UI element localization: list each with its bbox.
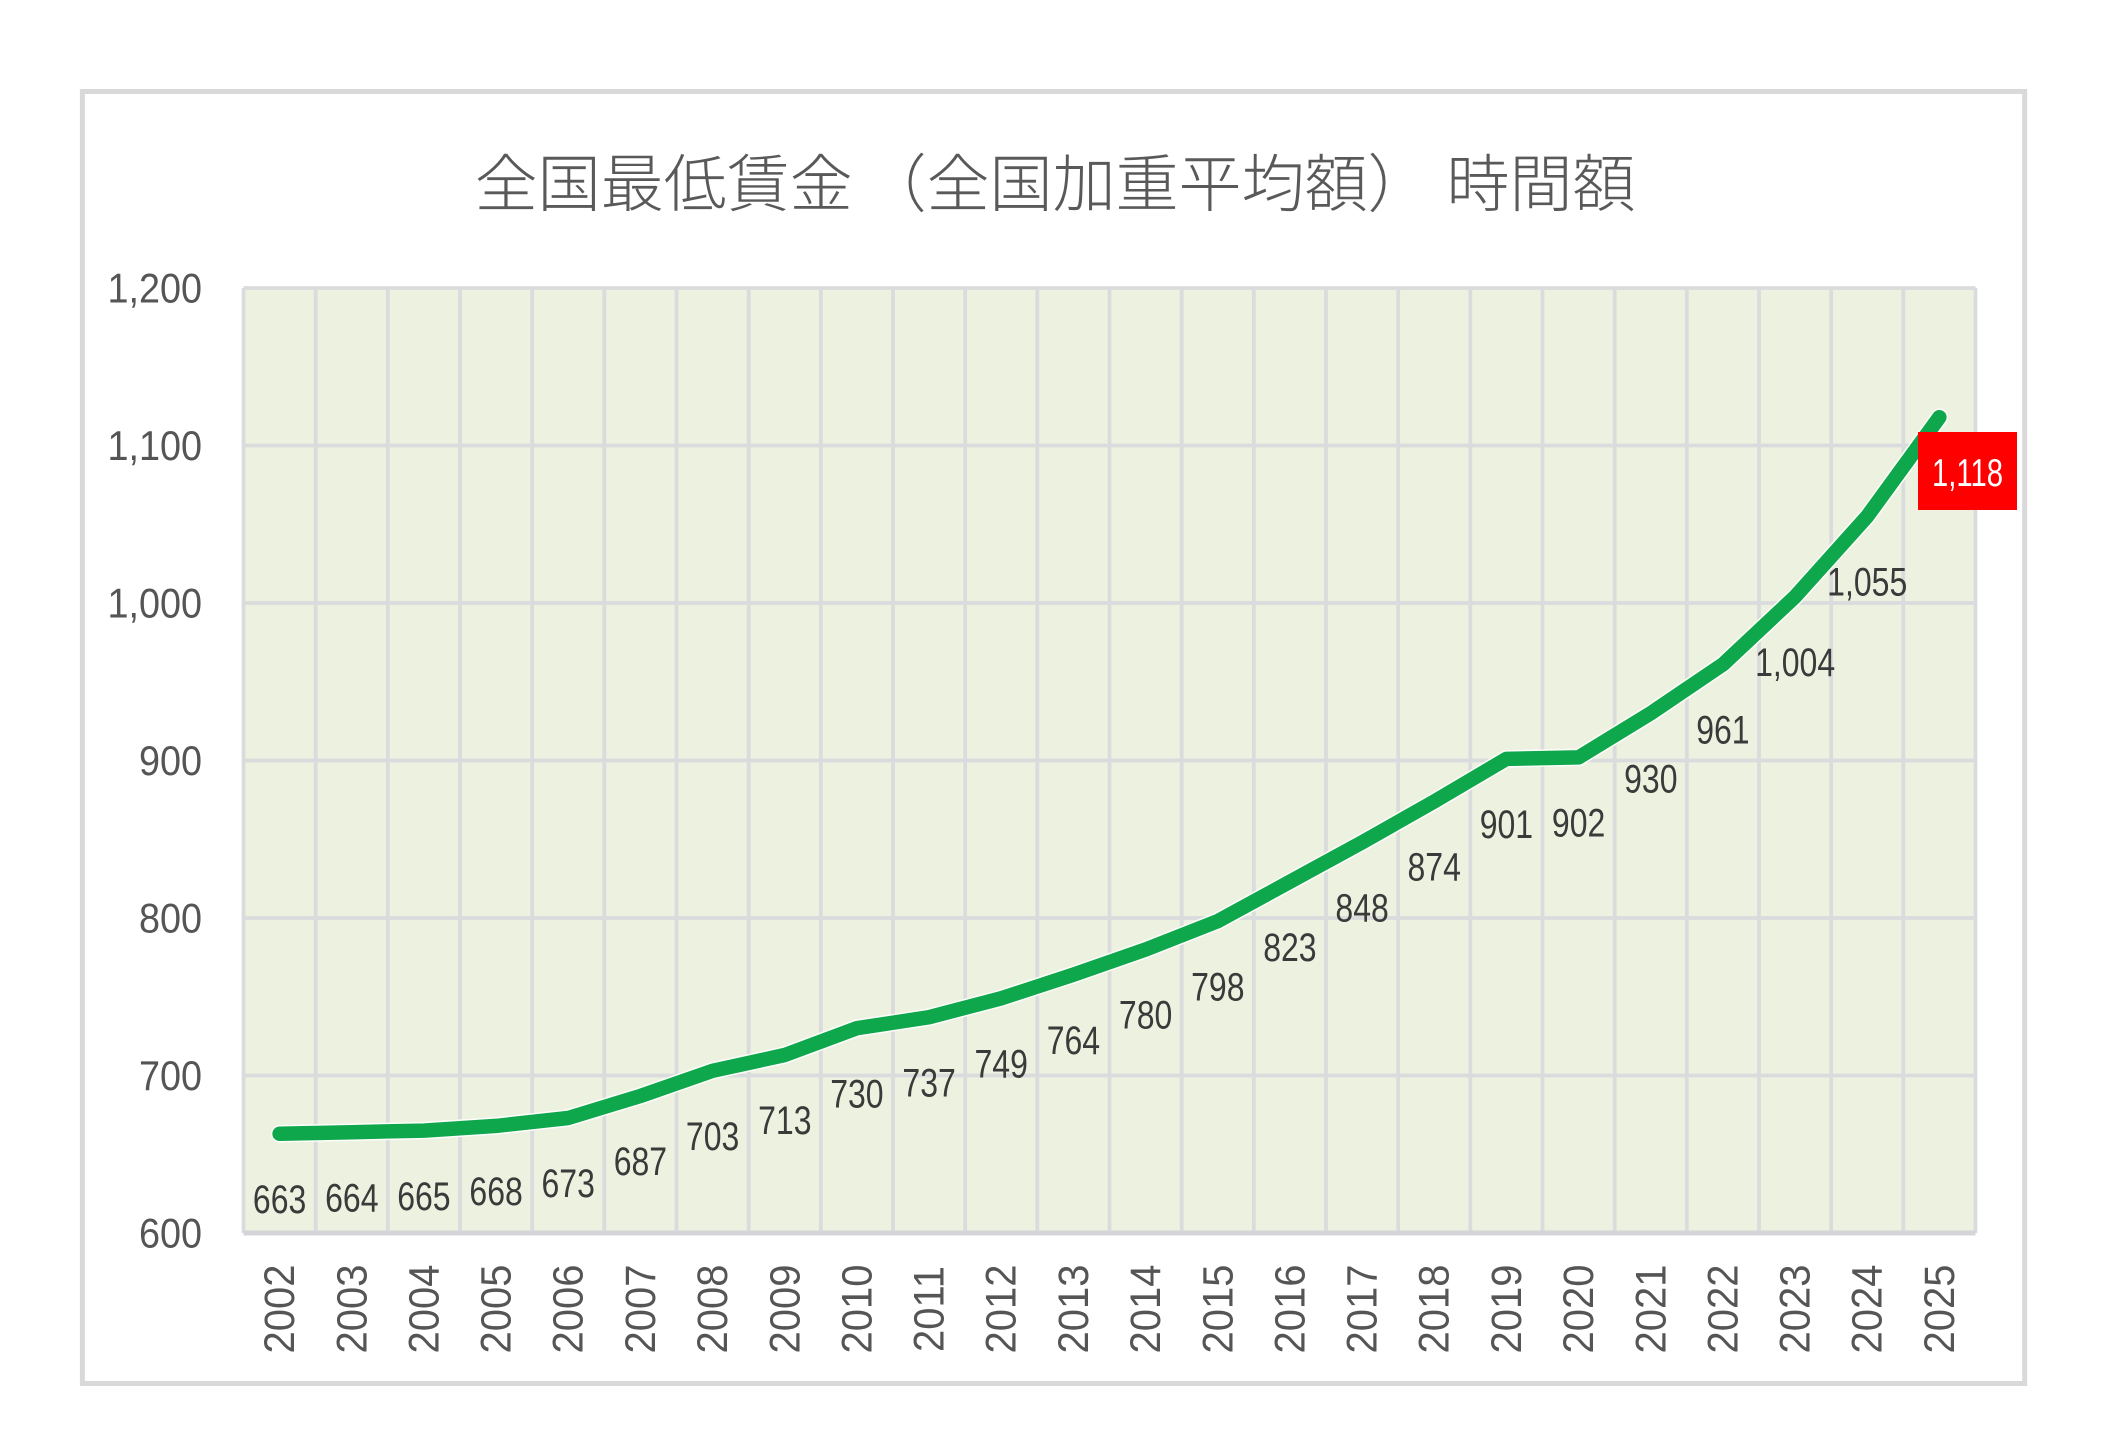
svg-text:2018: 2018 — [1409, 1265, 1458, 1354]
svg-text:2014: 2014 — [1121, 1265, 1170, 1354]
svg-text:2020: 2020 — [1554, 1265, 1603, 1354]
svg-text:1,055: 1,055 — [1827, 559, 1907, 604]
svg-text:930: 930 — [1624, 756, 1677, 801]
svg-text:902: 902 — [1552, 800, 1605, 845]
svg-text:2005: 2005 — [471, 1265, 520, 1354]
svg-text:700: 700 — [139, 1053, 202, 1099]
svg-text:2017: 2017 — [1337, 1265, 1386, 1354]
svg-text:764: 764 — [1047, 1017, 1100, 1062]
svg-text:2006: 2006 — [543, 1265, 592, 1354]
svg-text:730: 730 — [830, 1071, 883, 1116]
svg-text:749: 749 — [975, 1041, 1028, 1086]
svg-text:664: 664 — [325, 1175, 378, 1220]
svg-text:2009: 2009 — [760, 1265, 809, 1354]
svg-text:901: 901 — [1480, 802, 1533, 847]
svg-text:1,000: 1,000 — [107, 581, 202, 627]
svg-text:1,004: 1,004 — [1755, 639, 1835, 684]
svg-text:2011: 2011 — [904, 1266, 953, 1352]
svg-text:703: 703 — [686, 1114, 739, 1159]
svg-text:900: 900 — [139, 738, 202, 784]
svg-text:2004: 2004 — [399, 1265, 448, 1354]
svg-text:2024: 2024 — [1842, 1265, 1891, 1354]
svg-text:798: 798 — [1191, 964, 1244, 1009]
svg-text:673: 673 — [542, 1161, 595, 1206]
svg-text:600: 600 — [139, 1211, 202, 1257]
svg-text:2023: 2023 — [1770, 1265, 1819, 1354]
svg-text:800: 800 — [139, 896, 202, 942]
svg-text:2003: 2003 — [327, 1265, 376, 1354]
svg-text:2016: 2016 — [1265, 1265, 1314, 1354]
svg-text:2007: 2007 — [616, 1265, 665, 1354]
svg-text:874: 874 — [1408, 844, 1461, 889]
svg-text:737: 737 — [902, 1060, 955, 1105]
svg-text:2013: 2013 — [1049, 1265, 1098, 1354]
svg-text:1,118: 1,118 — [1932, 452, 2003, 495]
svg-text:2021: 2021 — [1626, 1265, 1675, 1354]
svg-text:961: 961 — [1696, 707, 1749, 752]
svg-text:2002: 2002 — [255, 1265, 304, 1354]
svg-text:665: 665 — [397, 1173, 450, 1218]
svg-text:668: 668 — [469, 1169, 522, 1214]
svg-text:713: 713 — [758, 1098, 811, 1143]
svg-text:823: 823 — [1263, 925, 1316, 970]
svg-text:1,200: 1,200 — [107, 266, 202, 312]
svg-text:2010: 2010 — [832, 1265, 881, 1354]
svg-text:687: 687 — [614, 1139, 667, 1184]
svg-text:2008: 2008 — [688, 1265, 737, 1354]
svg-text:2019: 2019 — [1482, 1265, 1531, 1354]
svg-text:2022: 2022 — [1698, 1265, 1747, 1354]
svg-text:848: 848 — [1335, 885, 1388, 930]
svg-text:2025: 2025 — [1915, 1265, 1964, 1354]
svg-text:780: 780 — [1119, 992, 1172, 1037]
svg-text:663: 663 — [253, 1177, 306, 1222]
svg-text:2015: 2015 — [1193, 1265, 1242, 1354]
svg-text:1,100: 1,100 — [107, 423, 202, 469]
svg-text:2012: 2012 — [976, 1265, 1025, 1354]
